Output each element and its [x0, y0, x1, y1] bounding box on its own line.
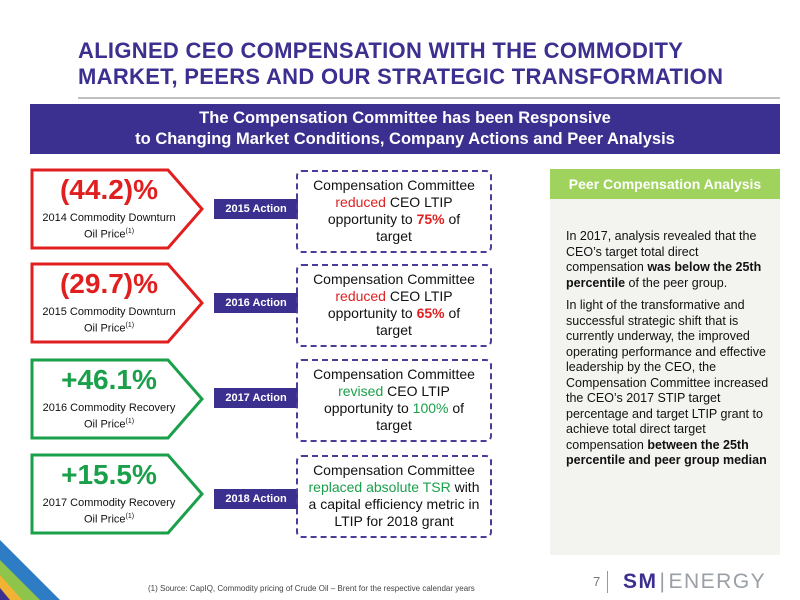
desc-value: 100%	[412, 400, 449, 416]
desc-highlight: reduced	[335, 288, 386, 304]
action-label-2017: 2017 Action	[214, 388, 298, 408]
oil-price-change: (29.7)%	[59, 268, 159, 299]
desc-line-2: CEO LTIP	[385, 194, 453, 210]
logo-sm: SM	[623, 570, 658, 593]
desc-line-1: Compensation Committee	[313, 366, 475, 382]
desc-line-3: opportunity to	[327, 211, 417, 227]
action-label-2018: 2018 Action	[214, 489, 298, 509]
desc-highlight: revised	[338, 383, 384, 399]
action-description-2016: Compensation Committee reduced CEO LTIP …	[296, 264, 492, 347]
caption-line-2: Oil Price	[83, 513, 126, 526]
desc-line-4: of	[448, 400, 465, 416]
desc-line-5: target	[376, 417, 412, 433]
desc-line-3: opportunity to	[323, 400, 413, 416]
desc-line-2: CEO LTIP	[383, 383, 450, 399]
footnote-marker: (1)	[125, 228, 135, 235]
caption-line-1: 2017 Commodity Recovery	[42, 497, 176, 509]
peer-p2-emphasis: between the 25th percentile and peer gro…	[566, 437, 767, 468]
peer-panel-body: In 2017, analysis revealed that the CEO’…	[566, 229, 771, 476]
peer-panel-heading: Peer Compensation Analysis	[550, 169, 780, 199]
corner-decoration	[0, 540, 60, 600]
desc-line-3: opportunity to	[327, 305, 417, 321]
footnote-marker: (1)	[125, 513, 135, 520]
banner-line-1: The Compensation Committee has been Resp…	[199, 109, 611, 127]
desc-line-4: LTIP for 2018 grant	[334, 513, 454, 529]
oil-price-arrow-2016: +46.1% 2016 Commodity Recovery Oil Price…	[30, 358, 205, 440]
oil-price-change: +46.1%	[61, 364, 157, 395]
sm-energy-logo: SM|ENERGY	[623, 570, 766, 594]
peer-p1-tail: of the peer group.	[625, 275, 728, 290]
desc-line-1: Compensation Committee	[313, 271, 475, 287]
title-divider	[78, 97, 780, 99]
action-description-2018: Compensation Committee replaced absolute…	[296, 455, 492, 538]
desc-line-4: of	[444, 305, 461, 321]
desc-line-4: of	[444, 211, 461, 227]
caption-line-2: Oil Price	[83, 228, 126, 241]
banner-line-2: to Changing Market Conditions, Company A…	[135, 130, 675, 148]
caption-line-2: Oil Price	[83, 418, 126, 431]
desc-line-2: with	[450, 479, 480, 495]
action-description-2017: Compensation Committee revised CEO LTIP …	[296, 359, 492, 442]
desc-value: 75%	[416, 211, 445, 227]
footnote-marker: (1)	[125, 322, 135, 329]
desc-line-1: Compensation Committee	[313, 462, 475, 478]
oil-price-change: (44.2)%	[59, 174, 159, 205]
peer-p1-emphasis: was below the 25th percentile	[566, 260, 762, 290]
action-label-2016: 2016 Action	[214, 293, 298, 313]
action-description-2015: Compensation Committee reduced CEO LTIP …	[296, 170, 492, 253]
desc-value: 65%	[416, 305, 445, 321]
peer-p2-text: In light of the transformative and succe…	[566, 298, 769, 452]
peer-paragraph-1: In 2017, analysis revealed that the CEO’…	[566, 229, 771, 291]
peer-compensation-panel: Peer Compensation Analysis In 2017, anal…	[550, 169, 780, 555]
desc-line-5: target	[376, 228, 412, 244]
oil-price-change: +15.5%	[61, 459, 157, 490]
oil-price-caption: 2014 Commodity Downturn Oil Price(1)	[30, 211, 188, 242]
action-label-2015: 2015 Action	[214, 199, 298, 219]
logo-divider: |	[659, 570, 667, 593]
caption-line-1: 2016 Commodity Recovery	[42, 402, 176, 414]
summary-banner: The Compensation Committee has been Resp…	[30, 104, 780, 154]
oil-price-caption: 2015 Commodity Downturn Oil Price(1)	[30, 305, 188, 336]
footnote-marker: (1)	[125, 418, 135, 425]
oil-price-arrow-2017: +15.5% 2017 Commodity Recovery Oil Price…	[30, 453, 205, 535]
desc-line-5: target	[376, 322, 412, 338]
peer-p1-text: In 2017, analysis revealed that the CEO’…	[566, 229, 757, 274]
oil-price-caption: 2016 Commodity Recovery Oil Price(1)	[30, 401, 188, 432]
page-title-line-1: ALIGNED CEO COMPENSATION WITH THE COMMOD…	[78, 38, 684, 63]
desc-line-2: CEO LTIP	[385, 288, 453, 304]
source-footnote: (1) Source: CapIQ, Commodity pricing of …	[148, 584, 475, 593]
oil-price-caption: 2017 Commodity Recovery Oil Price(1)	[30, 496, 188, 527]
oil-price-arrow-2015: (29.7)% 2015 Commodity Downturn Oil Pric…	[30, 262, 205, 344]
oil-price-arrow-2014: (44.2)% 2014 Commodity Downturn Oil Pric…	[30, 168, 205, 250]
desc-line-3: a capital efficiency metric in	[308, 496, 480, 512]
caption-line-1: 2015 Commodity Downturn	[42, 306, 176, 318]
desc-highlight: replaced absolute TSR	[308, 479, 451, 495]
caption-line-2: Oil Price	[83, 322, 126, 335]
page-title: ALIGNED CEO COMPENSATION WITH THE COMMOD…	[78, 38, 778, 90]
desc-highlight: reduced	[335, 194, 386, 210]
logo-energy: ENERGY	[668, 570, 767, 593]
page-title-line-2: MARKET, PEERS AND OUR STRATEGIC TRANSFOR…	[78, 64, 724, 89]
page-number: 7	[593, 574, 601, 589]
footer-divider	[607, 571, 608, 593]
caption-line-1: 2014 Commodity Downturn	[42, 212, 176, 224]
desc-line-1: Compensation Committee	[313, 177, 475, 193]
peer-paragraph-2: In light of the transformative and succe…	[566, 298, 771, 469]
